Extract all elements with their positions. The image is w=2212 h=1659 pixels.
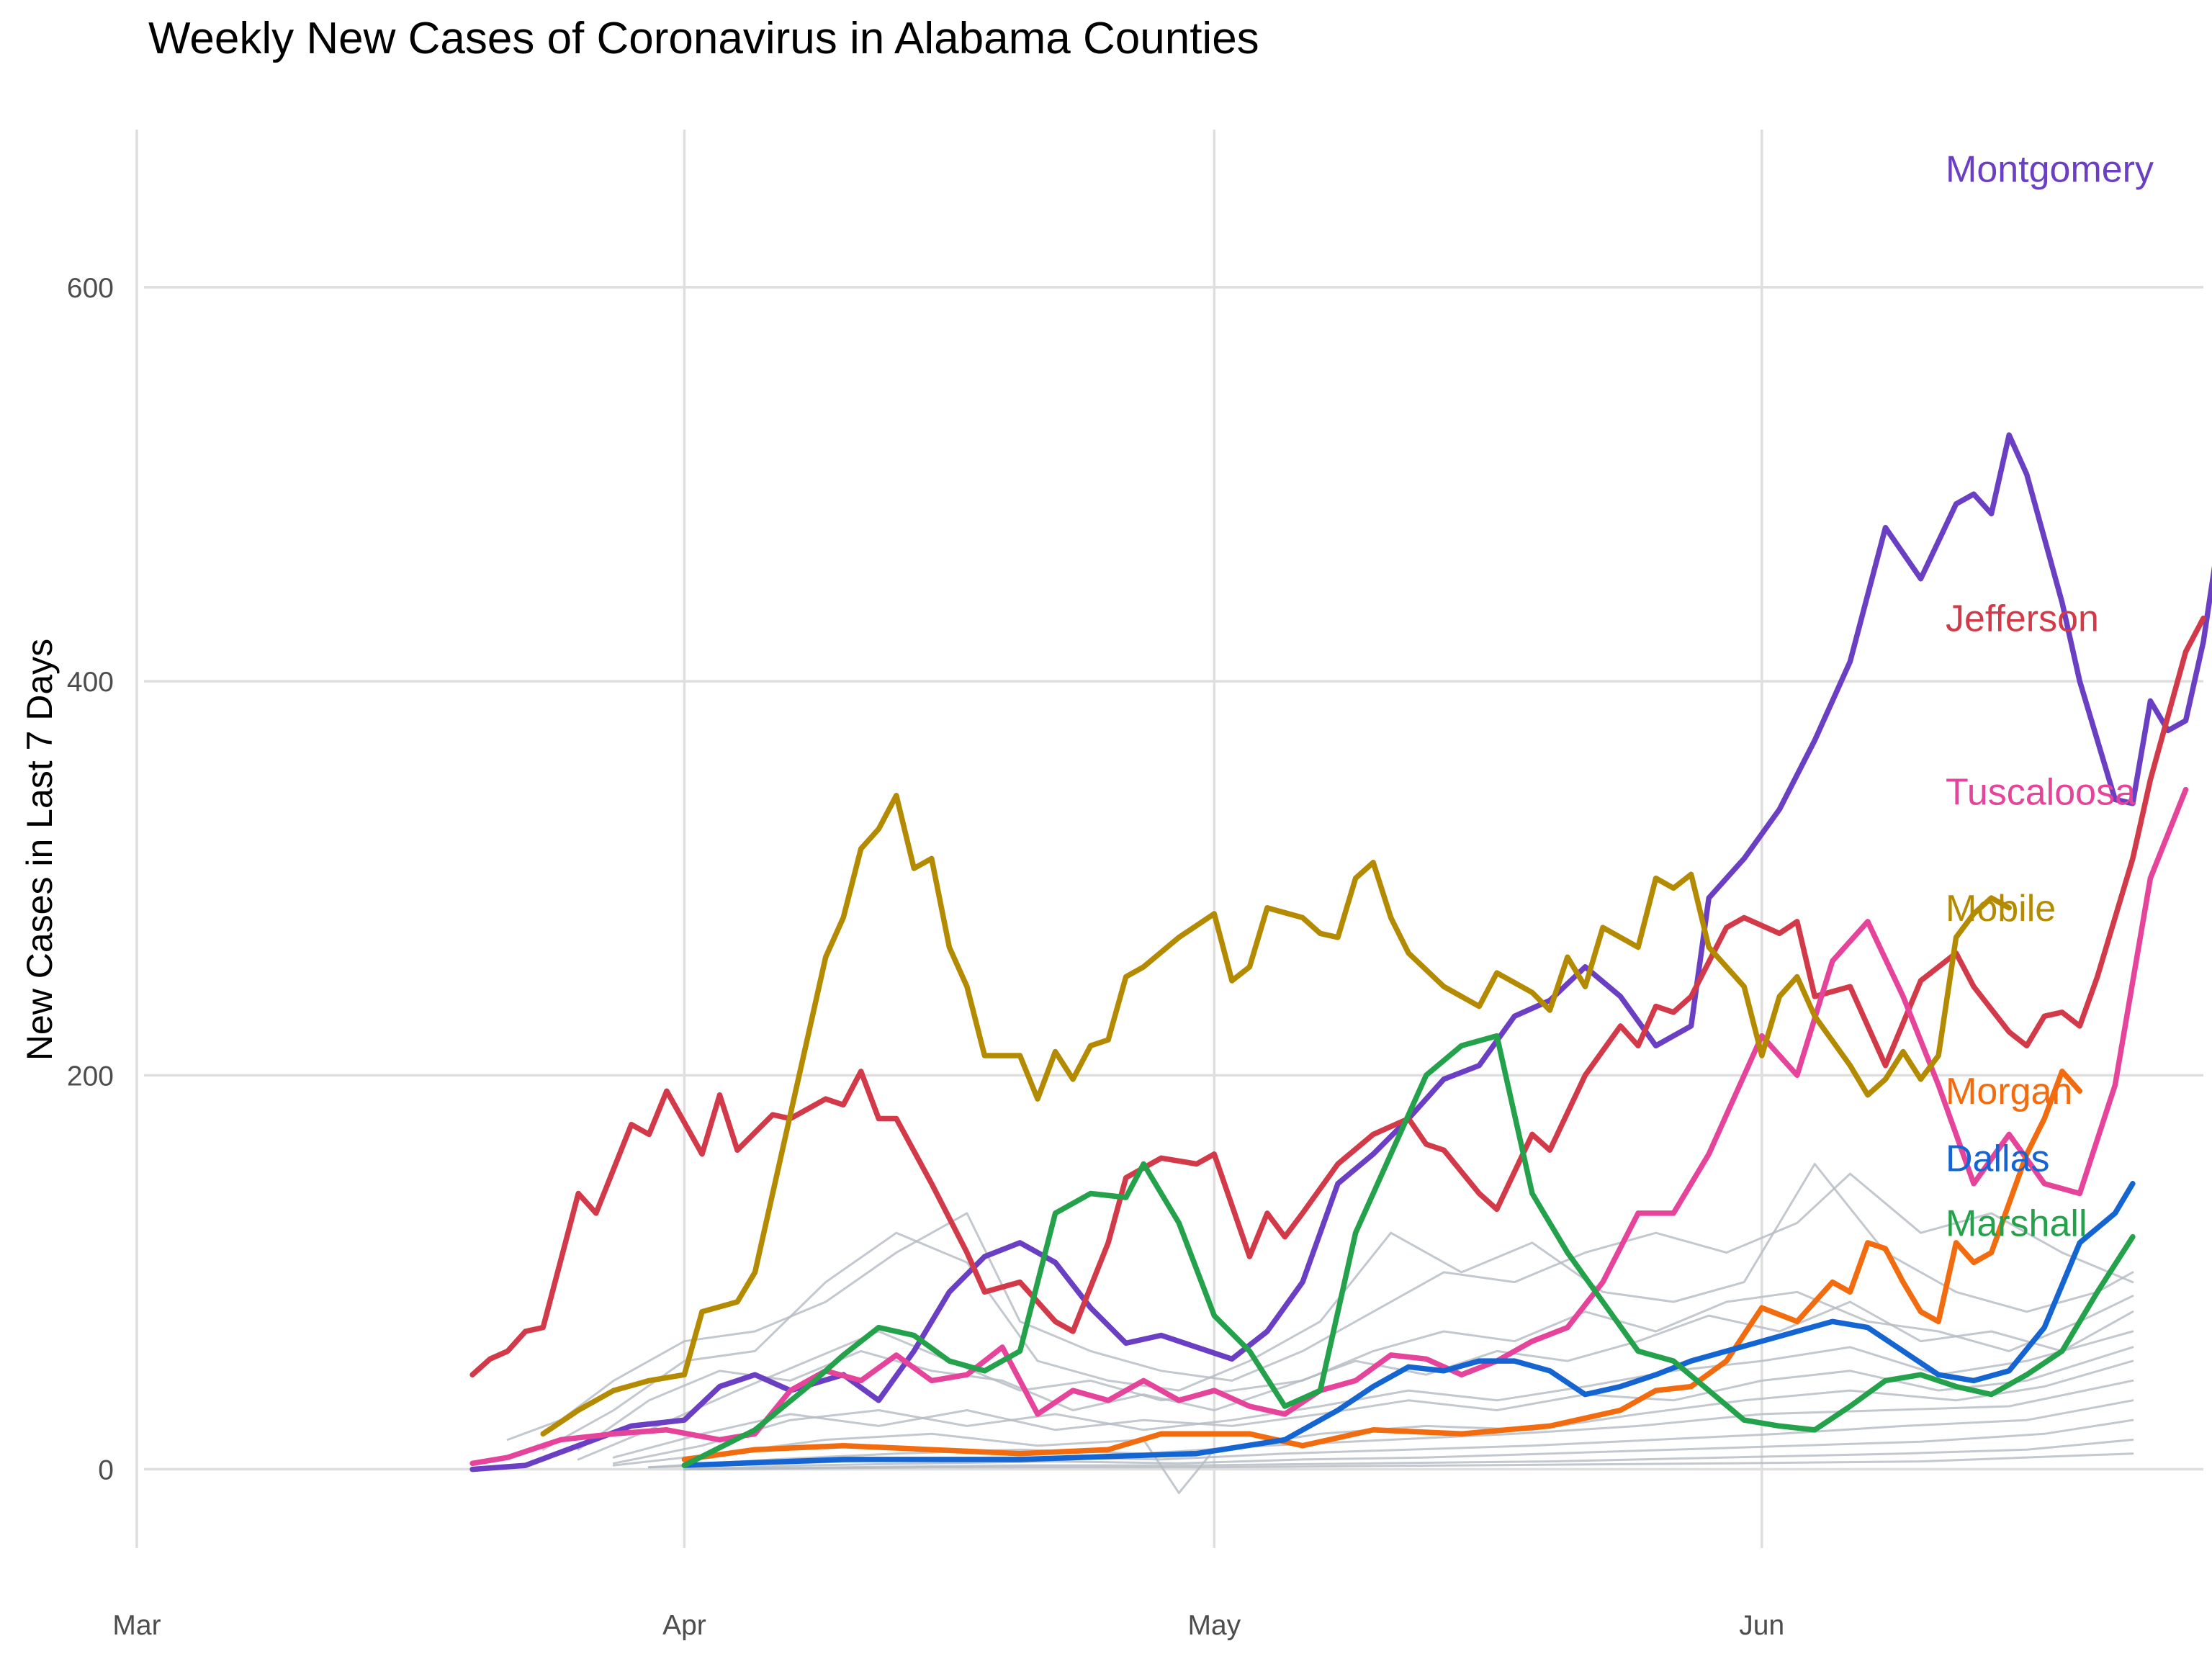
series-label-morgan: Morgan (1946, 1071, 2072, 1112)
y-axis-title: New Cases in Last 7 Days (19, 639, 60, 1061)
background-series-layer (506, 1163, 2134, 1494)
x-axis-ticks: Mar Apr May Jun (112, 1610, 1784, 1641)
y-axis-ticks: 0 200 400 600 (67, 273, 114, 1486)
series-line-tuscaloosa (469, 786, 2189, 1467)
background-county-line (541, 1163, 2134, 1451)
y-tick-label: 0 (98, 1455, 114, 1486)
x-tick-label: Jun (1739, 1610, 1784, 1641)
highlighted-series-layer (469, 432, 2212, 1473)
y-tick-label: 400 (67, 667, 114, 698)
x-tick-label: Mar (112, 1610, 161, 1641)
background-county-line (647, 1379, 2134, 1469)
series-label-tuscaloosa: Tuscaloosa (1946, 771, 2136, 813)
direct-label-layer: Montgomery Jefferson Tuscaloosa Mobile Morga… (1946, 149, 2154, 1245)
grid-layer (135, 130, 2203, 1548)
series-label-dallas: Dallas (1946, 1138, 2050, 1179)
chart-title: Weekly New Cases of Coronavirus in Alaba… (148, 14, 1259, 63)
series-label-marshall: Marshall (1946, 1203, 2087, 1245)
background-county-line (683, 1419, 2134, 1471)
series-line-dallas (681, 1181, 2136, 1468)
series-label-montgomery: Montgomery (1946, 149, 2154, 191)
background-county-line (612, 1330, 2134, 1465)
y-tick-label: 200 (67, 1061, 114, 1092)
x-tick-label: Apr (662, 1610, 706, 1641)
y-tick-label: 600 (67, 273, 114, 304)
series-line-montgomery (469, 432, 2212, 1473)
series-label-jefferson: Jefferson (1946, 598, 2099, 640)
series-line-jefferson (469, 615, 2206, 1377)
series-line-marshall (681, 1033, 2136, 1468)
background-county-line (612, 1346, 2134, 1459)
x-tick-label: May (1187, 1610, 1241, 1641)
series-line-mobile (540, 793, 2012, 1437)
background-county-line (506, 1172, 2134, 1441)
series-label-mobile: Mobile (1946, 888, 2056, 930)
background-county-line (683, 1452, 2134, 1471)
series-line-morgan (681, 1069, 2083, 1462)
background-county-line (612, 1359, 2134, 1494)
